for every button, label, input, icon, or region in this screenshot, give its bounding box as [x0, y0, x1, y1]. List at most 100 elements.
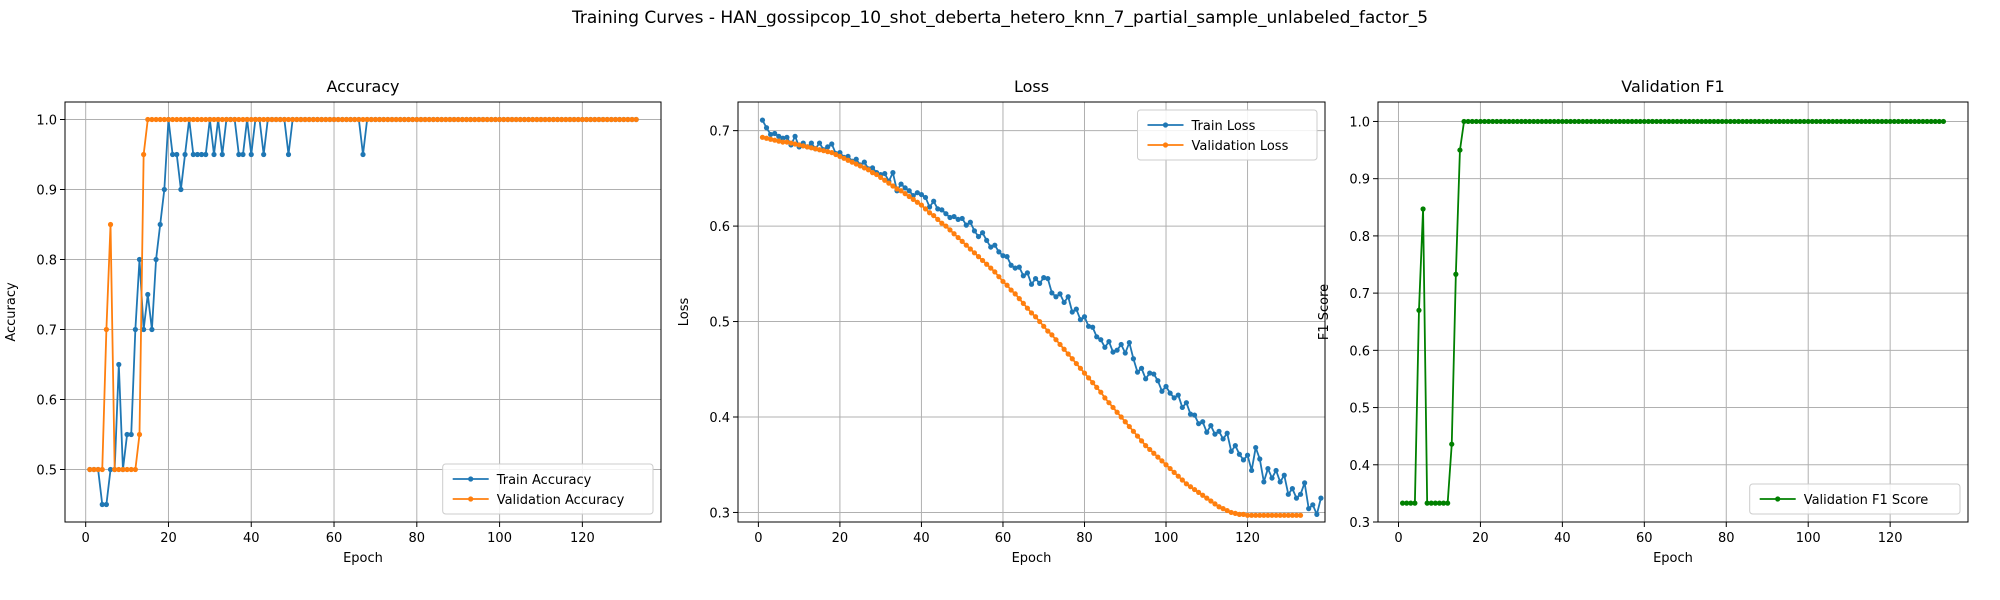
data-point: [796, 142, 802, 148]
data-point: [327, 116, 333, 123]
data-point: [1065, 294, 1071, 300]
data-point: [1273, 467, 1279, 474]
data-point: [103, 326, 109, 333]
data-point: [538, 116, 544, 123]
data-point: [825, 149, 831, 155]
data-point: [1106, 338, 1112, 345]
data-point: [869, 165, 876, 171]
data-point: [198, 151, 205, 158]
data-point: [319, 116, 325, 123]
data-point: [812, 146, 819, 152]
data-point: [1032, 314, 1039, 320]
data-point: [906, 193, 912, 200]
data-point: [1098, 337, 1104, 343]
data-point: [269, 116, 275, 123]
data-point: [1809, 118, 1815, 125]
data-point: [1748, 118, 1754, 125]
data-point: [1432, 500, 1438, 506]
data-point: [1686, 118, 1692, 125]
data-point: [1744, 118, 1750, 125]
data-point: [963, 222, 969, 228]
data-point: [1670, 118, 1676, 125]
data-point: [1617, 118, 1623, 125]
data-point: [376, 116, 383, 123]
data-point: [323, 116, 329, 123]
data-point: [331, 116, 337, 123]
data-point: [984, 261, 990, 267]
data-point: [1682, 118, 1688, 125]
data-point: [559, 116, 565, 123]
x-tick-label: 40: [1554, 531, 1571, 546]
data-point: [1269, 512, 1275, 518]
data-point: [1155, 378, 1161, 384]
data-point: [1760, 118, 1766, 125]
data-point: [517, 116, 523, 123]
data-point: [1641, 118, 1647, 125]
data-point: [178, 116, 184, 123]
data-point: [939, 220, 945, 226]
data-point: [1908, 118, 1914, 125]
x-tick-label: 60: [1636, 531, 1653, 546]
y-axis-label: Loss: [677, 298, 692, 327]
data-point: [1506, 118, 1512, 125]
data-point: [542, 116, 548, 123]
data-point: [567, 116, 573, 123]
data-point: [992, 269, 998, 275]
data-point: [759, 134, 766, 140]
data-point: [356, 116, 362, 123]
data-point: [1196, 489, 1202, 496]
legend-box: [1749, 483, 1961, 515]
data-point: [1772, 118, 1779, 125]
series-line-2: [89, 118, 637, 471]
data-point: [1134, 369, 1141, 375]
data-point: [1179, 404, 1185, 411]
data-point: [1440, 500, 1447, 506]
data-point: [472, 116, 478, 123]
data-point: [1012, 291, 1018, 297]
data-point: [1412, 500, 1418, 506]
data-point: [906, 188, 912, 194]
axes-frame: [737, 101, 1326, 523]
data-point: [1416, 307, 1422, 313]
data-point: [759, 117, 766, 123]
data-point: [1183, 400, 1189, 406]
data-point: [1776, 118, 1783, 125]
y-tick-label: 1.0: [1349, 115, 1370, 130]
data-point: [1518, 118, 1524, 125]
data-point: [845, 153, 851, 160]
data-point: [352, 116, 358, 123]
data-point: [1249, 467, 1255, 474]
data-point: [554, 116, 561, 123]
data-point: [1179, 477, 1185, 483]
y-axis-label: F1 Score: [1317, 284, 1332, 340]
x-tick-label: 0: [754, 531, 762, 546]
data-point: [1674, 118, 1680, 125]
data-point: [575, 116, 581, 123]
data-point: [215, 116, 221, 123]
data-point: [853, 161, 859, 167]
data-point: [1457, 147, 1463, 153]
data-point: [1588, 118, 1594, 125]
data-point: [1281, 472, 1287, 478]
data-point: [579, 116, 585, 123]
data-point: [1469, 118, 1475, 125]
data-point: [1707, 118, 1713, 125]
data-point: [979, 257, 986, 264]
data-point: [1167, 465, 1173, 472]
data-point: [951, 213, 957, 220]
data-point: [988, 265, 994, 271]
x-tick-label: 120: [1235, 531, 1260, 546]
data-point: [1216, 504, 1222, 510]
data-point: [1073, 360, 1079, 367]
data-point: [1151, 450, 1157, 456]
x-axis-label: Epoch: [343, 551, 383, 566]
data-point: [1625, 118, 1631, 125]
data-point: [306, 116, 312, 123]
data-point: [1041, 275, 1047, 281]
data-point: [281, 116, 287, 123]
legend-label: Train Loss: [1191, 119, 1256, 134]
legend: Train Accuracy Validation Accuracy: [442, 463, 654, 515]
data-point: [1477, 118, 1484, 125]
data-point: [1061, 299, 1067, 306]
